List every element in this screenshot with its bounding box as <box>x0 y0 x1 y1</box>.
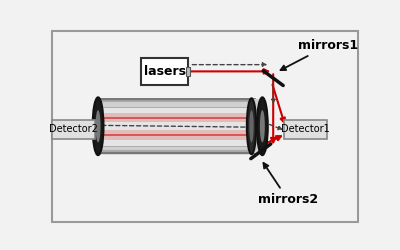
FancyBboxPatch shape <box>104 113 248 122</box>
FancyBboxPatch shape <box>52 120 95 139</box>
FancyBboxPatch shape <box>284 120 328 139</box>
Text: Detector2: Detector2 <box>49 124 98 134</box>
Ellipse shape <box>247 98 256 154</box>
Ellipse shape <box>249 110 254 142</box>
Text: lasers: lasers <box>144 65 186 78</box>
Ellipse shape <box>257 97 268 155</box>
Text: Detector1: Detector1 <box>281 124 330 134</box>
FancyBboxPatch shape <box>98 99 255 153</box>
FancyBboxPatch shape <box>186 67 190 76</box>
FancyBboxPatch shape <box>252 99 264 153</box>
Text: mirrors2: mirrors2 <box>258 163 318 206</box>
Ellipse shape <box>260 110 265 142</box>
FancyBboxPatch shape <box>101 107 252 146</box>
FancyBboxPatch shape <box>142 58 188 85</box>
FancyBboxPatch shape <box>104 130 248 140</box>
Ellipse shape <box>93 97 104 155</box>
Text: mirrors1: mirrors1 <box>280 39 358 70</box>
Ellipse shape <box>96 110 100 142</box>
